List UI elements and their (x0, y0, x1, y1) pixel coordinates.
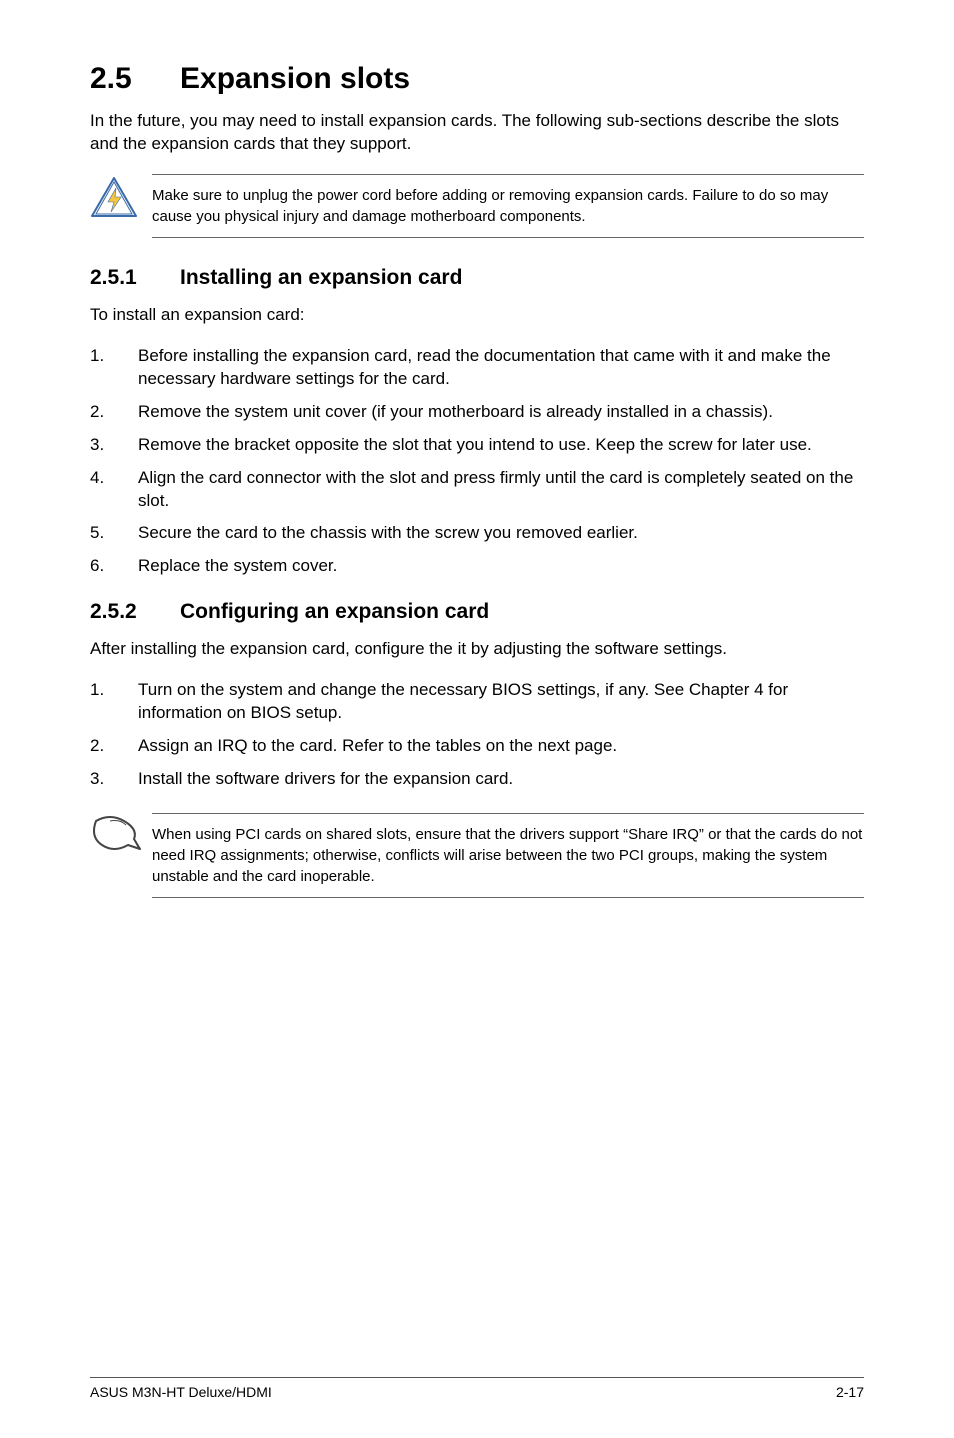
list-item: Turn on the system and change the necess… (90, 679, 864, 725)
section2-heading: 2.5.2Configuring an expansion card (90, 600, 864, 624)
list-item: Align the card connector with the slot a… (90, 467, 864, 513)
section2-lead: After installing the expansion card, con… (90, 638, 864, 661)
list-item: Remove the bracket opposite the slot tha… (90, 434, 864, 457)
section2-number: 2.5.2 (90, 600, 180, 624)
warning-text: Make sure to unplug the power cord befor… (152, 174, 864, 238)
list-item: Assign an IRQ to the card. Refer to the … (90, 735, 864, 758)
section1-title: Installing an expansion card (180, 266, 462, 289)
footer-left: ASUS M3N-HT Deluxe/HDMI (90, 1384, 272, 1400)
section2-steps: Turn on the system and change the necess… (90, 679, 864, 791)
note-icon (90, 813, 152, 855)
warning-icon (90, 174, 152, 220)
footer-right: 2-17 (836, 1384, 864, 1400)
list-item: Remove the system unit cover (if your mo… (90, 401, 864, 424)
list-item: Replace the system cover. (90, 555, 864, 578)
page-title: 2.5Expansion slots (90, 62, 864, 96)
page-footer: ASUS M3N-HT Deluxe/HDMI 2-17 (90, 1377, 864, 1400)
warning-callout: Make sure to unplug the power cord befor… (90, 174, 864, 238)
list-item: Secure the card to the chassis with the … (90, 522, 864, 545)
heading-number: 2.5 (90, 62, 180, 96)
section1-heading: 2.5.1Installing an expansion card (90, 266, 864, 290)
page: 2.5Expansion slots In the future, you ma… (0, 0, 954, 1438)
intro-paragraph: In the future, you may need to install e… (90, 110, 864, 156)
heading-title: Expansion slots (180, 62, 410, 95)
note-callout: When using PCI cards on shared slots, en… (90, 813, 864, 898)
section1-lead: To install an expansion card: (90, 304, 864, 327)
section1-steps: Before installing the expansion card, re… (90, 345, 864, 579)
list-item: Before installing the expansion card, re… (90, 345, 864, 391)
section1-number: 2.5.1 (90, 266, 180, 290)
note-text: When using PCI cards on shared slots, en… (152, 813, 864, 898)
list-item: Install the software drivers for the exp… (90, 768, 864, 791)
section2-title: Configuring an expansion card (180, 600, 489, 623)
